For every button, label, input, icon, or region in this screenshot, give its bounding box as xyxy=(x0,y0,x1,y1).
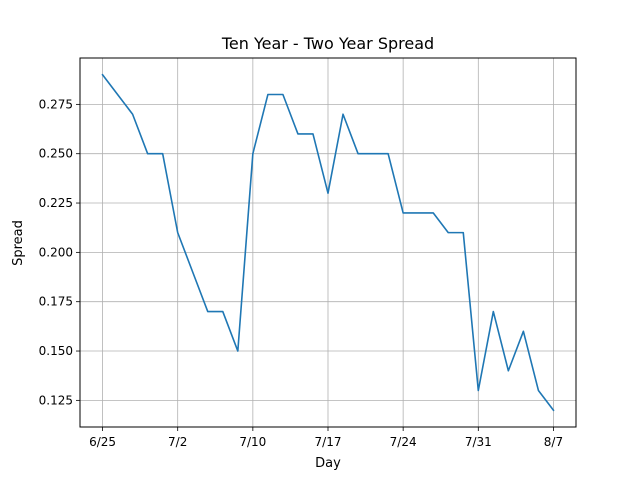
grid xyxy=(80,58,576,427)
y-tick-label: 0.125 xyxy=(39,393,73,407)
x-tick-label: 6/25 xyxy=(89,435,116,449)
chart-title: Ten Year - Two Year Spread xyxy=(221,34,434,53)
series-layer xyxy=(101,73,555,412)
y-axis: 0.125 0.150 0.175 0.200 0.225 0.250 0.275 xyxy=(39,97,80,407)
series-line xyxy=(101,73,555,412)
x-tick-label: 7/31 xyxy=(465,435,492,449)
x-tick-label: 7/24 xyxy=(390,435,417,449)
x-axis-label: Day xyxy=(315,456,341,471)
x-axis: 6/25 7/2 7/10 7/17 7/24 7/31 8/7 xyxy=(89,427,563,449)
x-tick-label: 7/10 xyxy=(239,435,266,449)
y-tick-label: 0.175 xyxy=(39,295,73,309)
y-tick-label: 0.275 xyxy=(39,97,73,111)
y-tick-label: 0.200 xyxy=(39,245,73,259)
y-tick-label: 0.250 xyxy=(39,147,73,161)
y-axis-label: Spread xyxy=(11,220,26,266)
x-tick-label: 7/17 xyxy=(315,435,342,449)
x-tick-label: 8/7 xyxy=(544,435,563,449)
y-tick-label: 0.225 xyxy=(39,196,73,210)
y-tick-label: 0.150 xyxy=(39,344,73,358)
x-tick-label: 7/2 xyxy=(168,435,187,449)
